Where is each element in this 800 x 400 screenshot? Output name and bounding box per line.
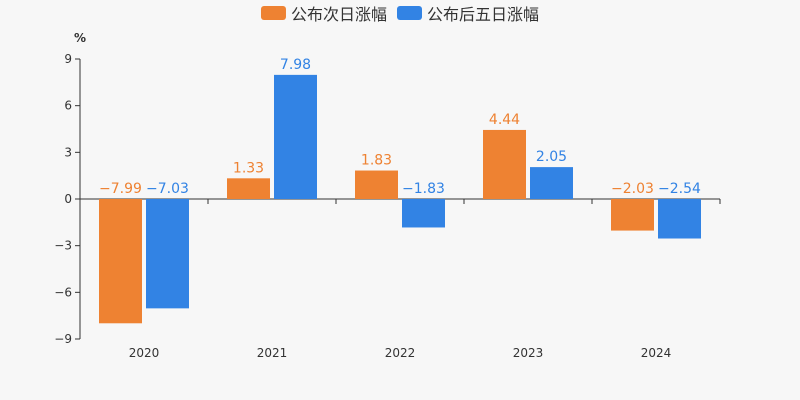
legend-label: 公布次日涨幅 (291, 5, 387, 24)
x-tick-label: 2020 (129, 346, 160, 360)
x-tick-label: 2024 (641, 346, 672, 360)
data-label: 1.83 (361, 153, 392, 169)
legend-item[interactable]: 公布次日涨幅 (260, 5, 387, 24)
legend-swatch (260, 6, 286, 20)
bar (611, 199, 654, 231)
y-tick-label: 6 (64, 99, 72, 113)
data-label: 2.05 (536, 149, 567, 165)
bar (274, 74, 317, 199)
legend-item[interactable]: 公布后五日涨幅 (397, 5, 539, 24)
x-tick-label: 2021 (257, 346, 288, 360)
bar (483, 129, 526, 199)
y-axis-unit-label: % (74, 31, 86, 45)
y-tick-label: 3 (64, 145, 72, 159)
data-label: 4.44 (489, 112, 520, 128)
data-label: 7.98 (280, 57, 311, 73)
data-label: −7.03 (146, 181, 189, 197)
bar (99, 199, 142, 324)
data-label: −1.83 (402, 181, 445, 197)
y-tick-label: −6 (54, 285, 72, 299)
y-tick-label: −9 (54, 332, 72, 346)
bars (99, 74, 701, 324)
data-labels: −7.99 1.33 1.83 4.44 −2.03 −7.03 7.98 −1.83 2.05… (99, 57, 701, 197)
data-label: −2.03 (611, 181, 654, 197)
bar (355, 170, 398, 199)
y-tick-label: −3 (54, 239, 72, 253)
y-tick-label: 0 (64, 192, 72, 206)
axes: 9 6 3 0 −3 −6 −9 2020 2021 2022 2023 2024 (54, 52, 721, 360)
data-label: −2.54 (658, 181, 701, 197)
x-tick-label: 2022 (385, 346, 416, 360)
bar (658, 199, 701, 239)
legend-swatch (397, 6, 422, 20)
legend: 公布次日涨幅 公布后五日涨幅 (260, 5, 539, 24)
data-label: −7.99 (99, 181, 142, 197)
bar (530, 167, 573, 199)
bar (227, 178, 270, 199)
bar (146, 199, 189, 309)
y-tick-label: 9 (64, 52, 72, 66)
bar (402, 199, 445, 228)
legend-label: 公布后五日涨幅 (427, 5, 539, 24)
data-label: 1.33 (233, 160, 264, 176)
x-tick-label: 2023 (513, 346, 544, 360)
